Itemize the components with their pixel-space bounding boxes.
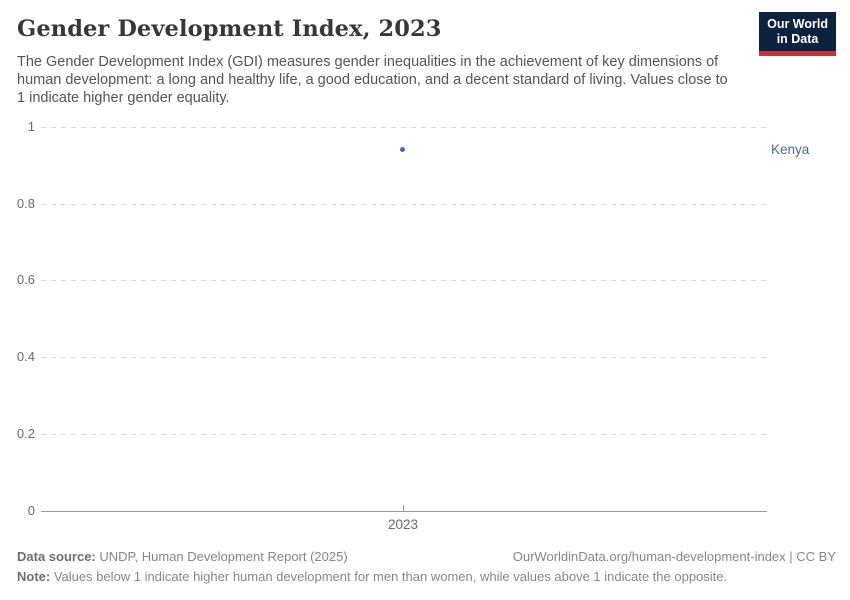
gridline-0-6 (41, 280, 767, 281)
ytick-label-0-6: 0.6 (16, 272, 35, 287)
gridline-0-4 (41, 357, 767, 358)
subtitle-line-3: 1 indicate higher gender equality. (17, 90, 230, 106)
footer-note: Note: Values below 1 indicate higher hum… (17, 569, 836, 584)
footer-url[interactable]: OurWorldinData.org/human-development-ind… (513, 549, 836, 564)
footer-datasource-label: Data source: (17, 549, 96, 564)
x-axis-line (41, 511, 767, 512)
footer-sources-row: Data source: UNDP, Human Development Rep… (17, 549, 836, 564)
ytick-label-0-2: 0.2 (16, 426, 35, 441)
gridline-1 (41, 127, 767, 128)
subtitle-line-1: The Gender Development Index (GDI) measu… (17, 54, 719, 70)
xtick-label-2023: 2023 (387, 517, 419, 532)
series-label-kenya[interactable]: Kenya (771, 142, 810, 157)
owid-logo-line-1: Our World (767, 17, 828, 31)
footer-url-text[interactable]: OurWorldinData.org/human-development-ind… (512, 549, 836, 564)
subtitle-line-2: human development: a long and healthy li… (17, 72, 728, 88)
ytick-label-0-8: 0.8 (16, 196, 35, 211)
footer-datasource-text: UNDP, Human Development Report (2025) (95, 549, 348, 564)
x-tick-mark-2023 (403, 505, 404, 511)
owid-logo-line-2: in Data (776, 32, 819, 46)
owid-logo[interactable]: Our World in Data (759, 12, 836, 56)
gridline-0-2 (41, 434, 767, 435)
data-point-kenya[interactable] (400, 147, 405, 152)
footer-note-label: Note: (17, 569, 51, 584)
ytick-label-0-4: 0.4 (16, 349, 35, 364)
chart-title: Gender Development Index, 2023 (17, 16, 442, 42)
gridline-0-8 (41, 204, 767, 205)
chart-subtitle: The Gender Development Index (GDI) measu… (17, 53, 747, 107)
footer-datasource: Data source: UNDP, Human Development Rep… (17, 549, 348, 564)
ytick-label-1: 1 (27, 119, 35, 134)
ytick-label-0: 0 (27, 503, 35, 518)
footer-note-text: Values below 1 indicate higher human dev… (50, 569, 728, 584)
